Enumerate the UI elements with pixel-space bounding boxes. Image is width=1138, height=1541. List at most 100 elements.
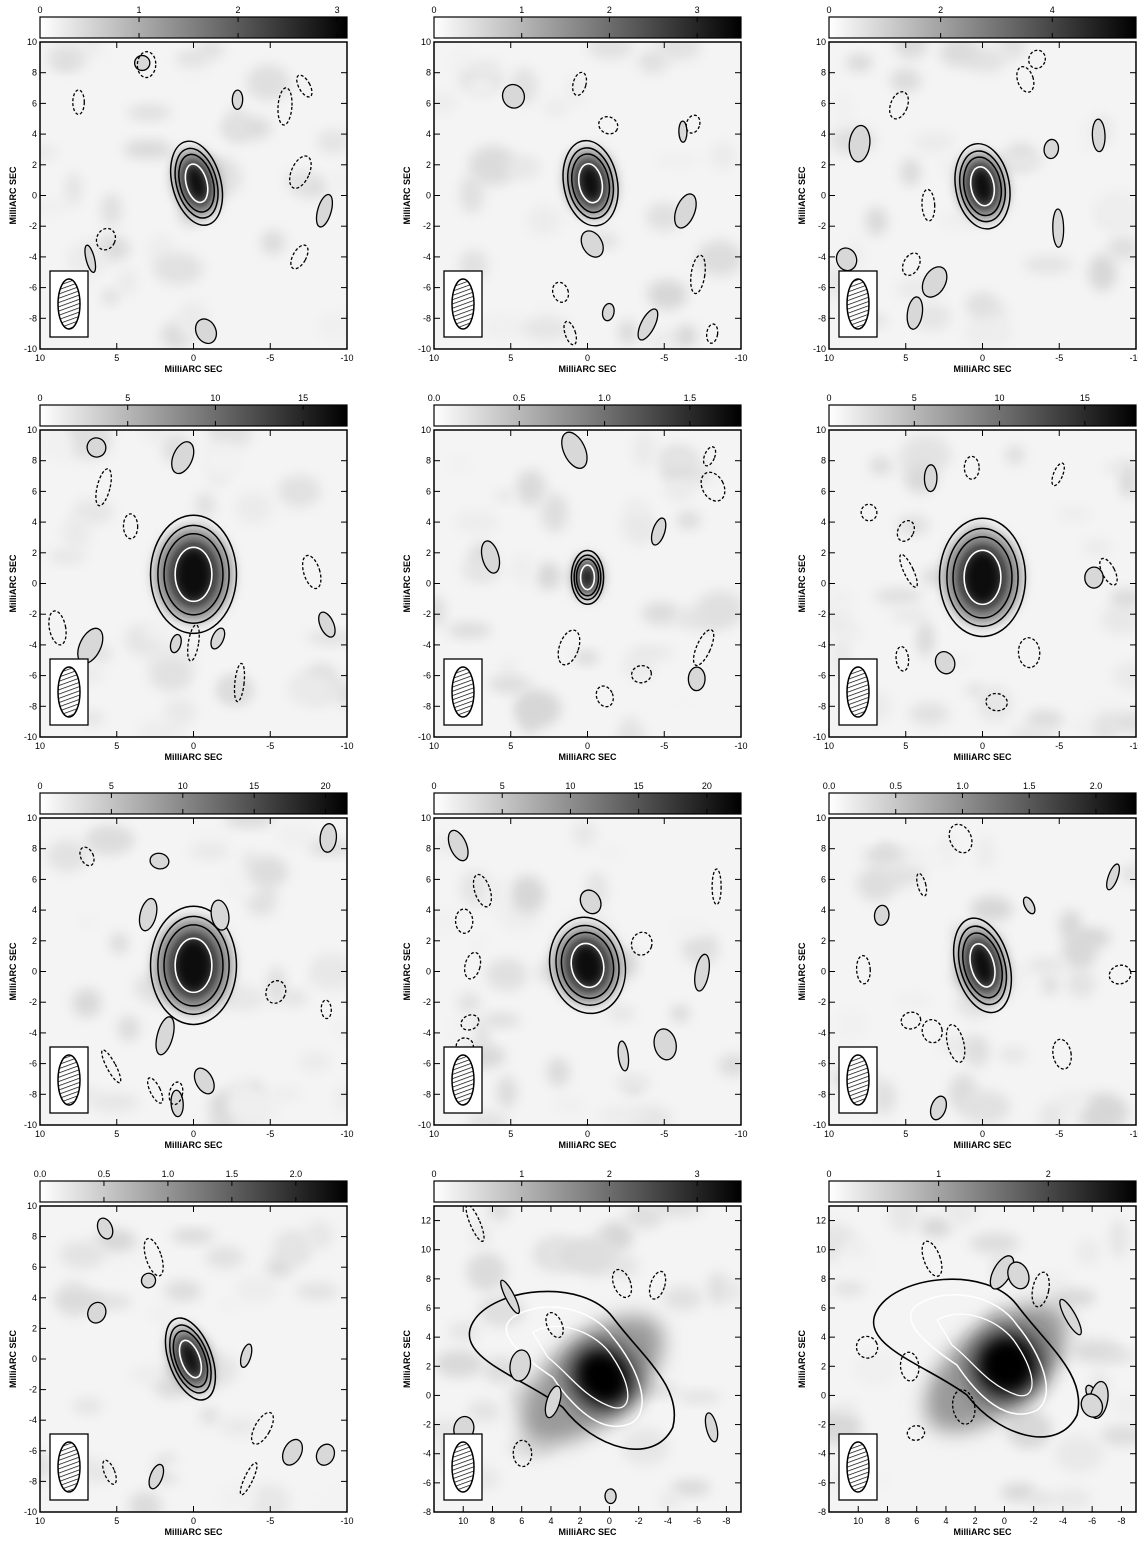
noise-patch	[100, 193, 123, 227]
x-tick-label: -5	[660, 741, 668, 751]
intensity-map	[829, 1206, 1136, 1512]
noise-patch	[613, 1074, 653, 1088]
y-tick-label: 4	[32, 129, 37, 139]
positive-contour	[1022, 896, 1036, 915]
y-tick-label: -6	[818, 671, 826, 681]
negative-contour	[985, 692, 1008, 712]
y-tick-label: 6	[426, 874, 431, 884]
y-tick-label: 0	[821, 1390, 826, 1400]
y-tick-label: -8	[818, 1089, 826, 1099]
colorbar-tick-label: 5	[125, 393, 130, 403]
y-tick-label: 6	[821, 1303, 826, 1313]
noise-patch	[1077, 1093, 1129, 1125]
x-tick-label: -10	[734, 353, 747, 363]
negative-contour	[900, 1011, 922, 1030]
negative-contour	[1031, 1271, 1050, 1308]
x-tick-label: 8	[490, 1516, 495, 1526]
colorbar	[433, 404, 742, 427]
negative-contour	[1017, 637, 1041, 669]
noise-patch	[280, 943, 307, 984]
colorbar-tick-label: 10	[995, 393, 1005, 403]
noise-patch	[1108, 1395, 1136, 1416]
negative-contour	[512, 1439, 533, 1468]
colorbar-tick-label: 0	[431, 1169, 436, 1179]
noise-patch	[516, 469, 546, 507]
noise-patch	[509, 875, 546, 914]
noise-patch	[970, 896, 1013, 922]
negative-contour	[899, 553, 918, 588]
y-tick-label: 2	[821, 936, 826, 946]
noise-patch	[917, 621, 934, 658]
noise-patch	[965, 292, 997, 317]
contour-level	[570, 549, 605, 605]
noise-patch	[696, 240, 741, 277]
positive-contour	[653, 1028, 677, 1061]
negative-contour	[889, 91, 910, 120]
positive-contour	[1007, 1261, 1030, 1290]
negative-contour	[250, 1411, 275, 1445]
colorbar-tick-label: 2.0	[290, 1169, 303, 1179]
noise-patch	[41, 430, 73, 462]
colorbar-tick-label: 2	[607, 5, 612, 15]
noise-patch	[1059, 910, 1082, 941]
contour-inner	[531, 1325, 629, 1409]
noise-patch	[624, 497, 648, 514]
x-axis-label: MilliARC SEC	[164, 1527, 223, 1537]
noise-patch	[447, 622, 492, 638]
noise-patch	[51, 56, 79, 70]
contour-inner	[910, 1293, 1047, 1415]
negative-contour	[168, 1081, 184, 1106]
noise-patch	[1074, 1239, 1101, 1266]
noise-patch	[998, 42, 1027, 60]
y-tick-label: -8	[29, 1476, 37, 1486]
y-tick-label: 10	[816, 1245, 826, 1255]
y-tick-label: 4	[821, 129, 826, 139]
noise-patch	[459, 174, 484, 214]
x-tick-label: 10	[824, 741, 834, 751]
positive-contour	[96, 1217, 114, 1240]
x-tick-label: 0	[191, 353, 196, 363]
map-panel: 0 5 10 15 10 5 0 -5 -10 -10 -8 -6 -4 -2 0 2 4 6 8 10 MilliAR…	[797, 393, 1138, 762]
colorbar-tick-label: 0.5	[98, 1169, 111, 1179]
y-tick-label: 4	[821, 905, 826, 915]
x-tick-label: 2	[973, 1516, 978, 1526]
y-tick-label: -2	[423, 997, 431, 1007]
positive-contour	[87, 1301, 107, 1324]
beam-ellipse	[451, 1441, 475, 1493]
contour-inner	[579, 564, 596, 591]
noise-patch	[634, 514, 653, 542]
x-tick-label: -5	[1055, 353, 1063, 363]
contour-level	[548, 916, 627, 1015]
noise-patch	[188, 843, 231, 860]
noise-patch	[1112, 661, 1136, 691]
contour-level	[157, 524, 230, 625]
y-tick-label: -2	[818, 609, 826, 619]
negative-contour	[690, 254, 706, 295]
negative-contour	[239, 1462, 258, 1496]
noise-patch	[571, 1236, 619, 1277]
noise-patch	[287, 673, 335, 706]
negative-contour	[598, 116, 619, 135]
x-tick-label: 5	[508, 1129, 513, 1139]
beam-ellipse	[846, 1054, 870, 1106]
noise-patch	[72, 988, 102, 1018]
y-tick-label: -4	[818, 640, 826, 650]
contour-outer	[872, 1278, 1080, 1438]
positive-contour	[921, 266, 948, 298]
colorbar-tick-label: 20	[321, 781, 331, 791]
y-tick-label: 0	[821, 191, 826, 201]
noise-patch	[199, 443, 243, 479]
negative-contour	[290, 244, 309, 270]
noise-patch	[856, 867, 897, 902]
y-tick-label: 6	[32, 98, 37, 108]
x-tick-label: -10	[340, 1516, 353, 1526]
positive-contour	[169, 633, 182, 654]
colorbar	[828, 404, 1137, 427]
noise-patch	[652, 1206, 703, 1218]
y-tick-label: 0	[32, 191, 37, 201]
y-tick-label: 6	[821, 874, 826, 884]
noise-patch	[1054, 1435, 1104, 1473]
positive-contour	[138, 897, 158, 932]
y-tick-label: 10	[816, 425, 826, 435]
noise-patch	[696, 590, 741, 629]
